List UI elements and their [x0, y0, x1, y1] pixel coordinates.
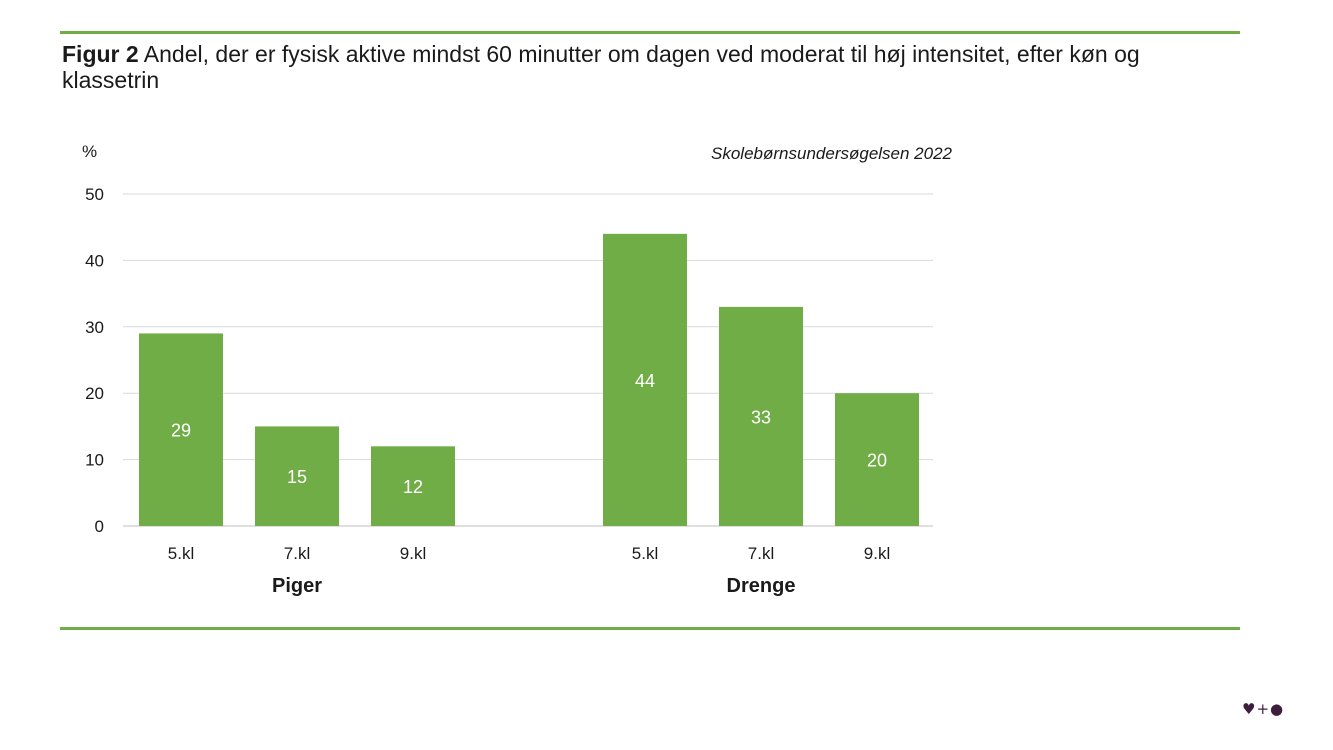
y-tick-label: 10	[85, 451, 104, 470]
bar-data-label: 20	[867, 451, 887, 471]
bar-data-label: 33	[751, 407, 771, 427]
y-tick-label: 30	[85, 318, 104, 337]
figure-title-text: Andel, der er fysisk aktive mindst 60 mi…	[62, 41, 1140, 93]
bar-data-label: 12	[403, 477, 423, 497]
figure-label: Figur 2	[62, 41, 139, 67]
x-tick-label: 9.kl	[400, 544, 426, 563]
bar-data-label: 15	[287, 467, 307, 487]
bar	[835, 393, 919, 526]
group-label: Piger	[272, 575, 322, 597]
x-tick-label: 5.kl	[168, 544, 194, 563]
bar	[139, 333, 223, 526]
bar-data-label: 44	[635, 371, 655, 391]
y-tick-label: 20	[85, 384, 104, 403]
group-label: Drenge	[727, 575, 796, 597]
bar	[371, 446, 455, 526]
top-rule	[60, 31, 1240, 34]
logo-mark: ♥+●	[1242, 700, 1285, 718]
source-annotation: Skolebørnsundersøgelsen 2022	[711, 144, 953, 163]
x-tick-label: 7.kl	[284, 544, 310, 563]
x-tick-label: 7.kl	[748, 544, 774, 563]
y-tick-label: 40	[85, 251, 104, 270]
bar	[719, 306, 803, 526]
x-tick-label: 9.kl	[864, 544, 890, 563]
bar	[603, 233, 687, 526]
bottom-rule	[60, 627, 1240, 630]
y-axis-label: %	[82, 142, 97, 161]
bar-data-label: 29	[171, 421, 191, 441]
x-tick-label: 5.kl	[632, 544, 658, 563]
y-tick-label: 50	[85, 185, 104, 204]
figure-title: Figur 2 Andel, der er fysisk aktive mind…	[62, 41, 1242, 93]
y-tick-label: 0	[95, 517, 104, 536]
bar	[255, 426, 339, 526]
